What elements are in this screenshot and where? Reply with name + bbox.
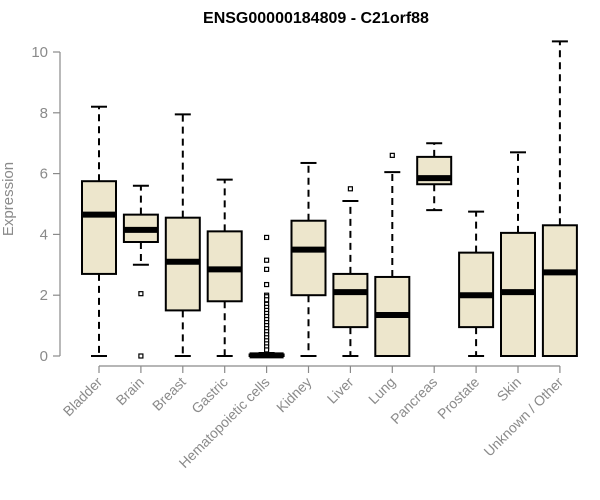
y-tick-label: 0 [40,348,48,365]
outlier-point [264,234,270,241]
box-series [81,40,578,359]
outlier-point [347,186,353,192]
box-pancreas [416,142,453,212]
box-breast [164,113,201,357]
outlier-point [264,297,270,303]
x-tick-label: Breast [149,374,189,414]
outlier-point [264,347,270,353]
outlier-point [389,152,395,158]
outlier-point [264,257,270,263]
x-tick-label: Kidney [273,374,315,416]
x-tick-label: Bladder [60,374,106,420]
box-gastric [206,178,243,357]
box-prostate [458,210,495,357]
y-tick-label: 8 [40,105,48,122]
y-axis-label: Expression [0,162,17,236]
y-tick-label: 6 [40,166,48,183]
box-kidney [290,161,327,357]
box-iqr [81,180,117,275]
y-tick-label: 2 [40,287,48,304]
outlier-point [138,353,144,359]
x-tick-label: Lung [365,374,398,407]
outlier-point [264,281,270,288]
box-iqr [206,230,243,303]
x-tick-label: Brain [113,374,147,408]
x-tick-label: Prostate [434,374,482,422]
box-skin [500,151,536,358]
chart-title: ENSG00000184809 - C21orf88 [203,10,429,27]
x-tick-label: Unknown / Other [480,374,566,460]
outlier-point [138,291,144,297]
y-tick-label: 4 [40,226,48,243]
outlier-point [264,266,270,272]
y-tick-label: 10 [31,44,48,61]
box-liver [332,186,369,357]
box-hematopoietic-cells [248,234,285,359]
box-unknown-other [541,40,578,357]
box-iqr [290,219,327,297]
box-iqr [332,272,369,329]
box-brain [122,184,159,359]
box-bladder [81,105,117,357]
box-lung [374,152,411,357]
y-axis: 0 2 4 6 8 10 [31,44,61,365]
x-tick-label: Skin [494,374,525,405]
box-iqr [458,251,495,329]
x-tick-label: Liver [324,374,357,407]
box-iqr [541,224,578,357]
x-tick-label: Pancreas [387,374,440,427]
